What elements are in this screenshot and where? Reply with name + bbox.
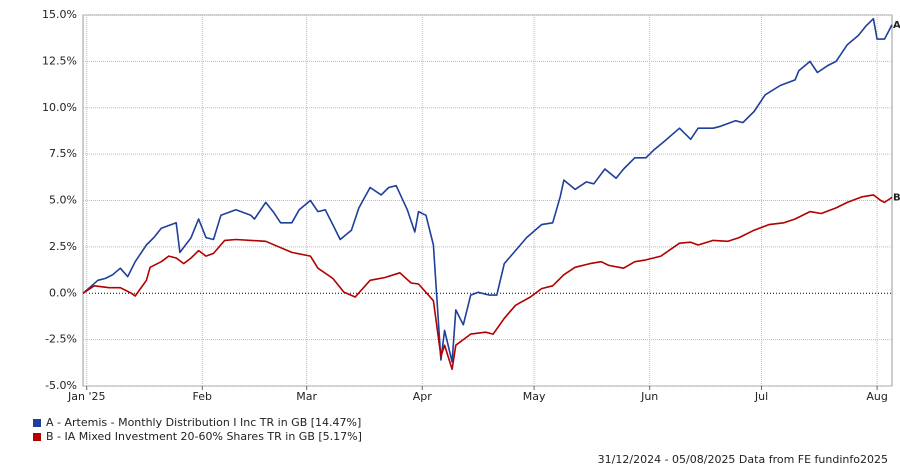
- y-tick-label: 5.0%: [49, 194, 77, 207]
- x-tick-label: Jan '25: [67, 390, 105, 403]
- series-line: [82, 194, 893, 371]
- x-tick-label: Jun: [640, 390, 658, 403]
- legend-swatch: [33, 433, 41, 441]
- y-tick-label: 0.0%: [49, 286, 77, 299]
- y-tick-label: 2.5%: [49, 240, 77, 253]
- end-label: A: [893, 20, 900, 31]
- y-tick-label: 15.0%: [42, 8, 77, 21]
- x-tick-label: Feb: [193, 390, 212, 403]
- y-tick-label: -2.5%: [45, 333, 77, 346]
- x-tick-label: May: [523, 390, 546, 403]
- y-tick-label: 10.0%: [42, 101, 77, 114]
- y-tick-label: 7.5%: [49, 147, 77, 160]
- legend-label: B - IA Mixed Investment 20-60% Shares TR…: [46, 430, 362, 443]
- y-tick-label: 12.5%: [42, 54, 77, 67]
- y-tick-label: -5.0%: [45, 379, 77, 392]
- x-tick-label: Jul: [754, 390, 768, 403]
- x-tick-label: Apr: [413, 390, 433, 403]
- source-note: 31/12/2024 - 05/08/2025 Data from FE fun…: [598, 453, 888, 466]
- legend-label: A - Artemis - Monthly Distribution I Inc…: [46, 416, 361, 429]
- x-tick-label: Aug: [866, 390, 887, 403]
- legend-swatch: [33, 419, 41, 427]
- x-tick-label: Mar: [296, 390, 317, 403]
- series-line: [82, 17, 893, 363]
- end-label: B: [893, 192, 900, 203]
